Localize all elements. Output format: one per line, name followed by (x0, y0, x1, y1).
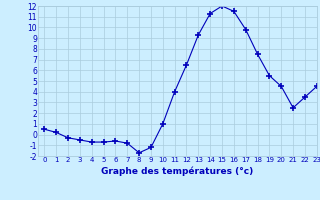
X-axis label: Graphe des températures (°c): Graphe des températures (°c) (101, 166, 254, 176)
